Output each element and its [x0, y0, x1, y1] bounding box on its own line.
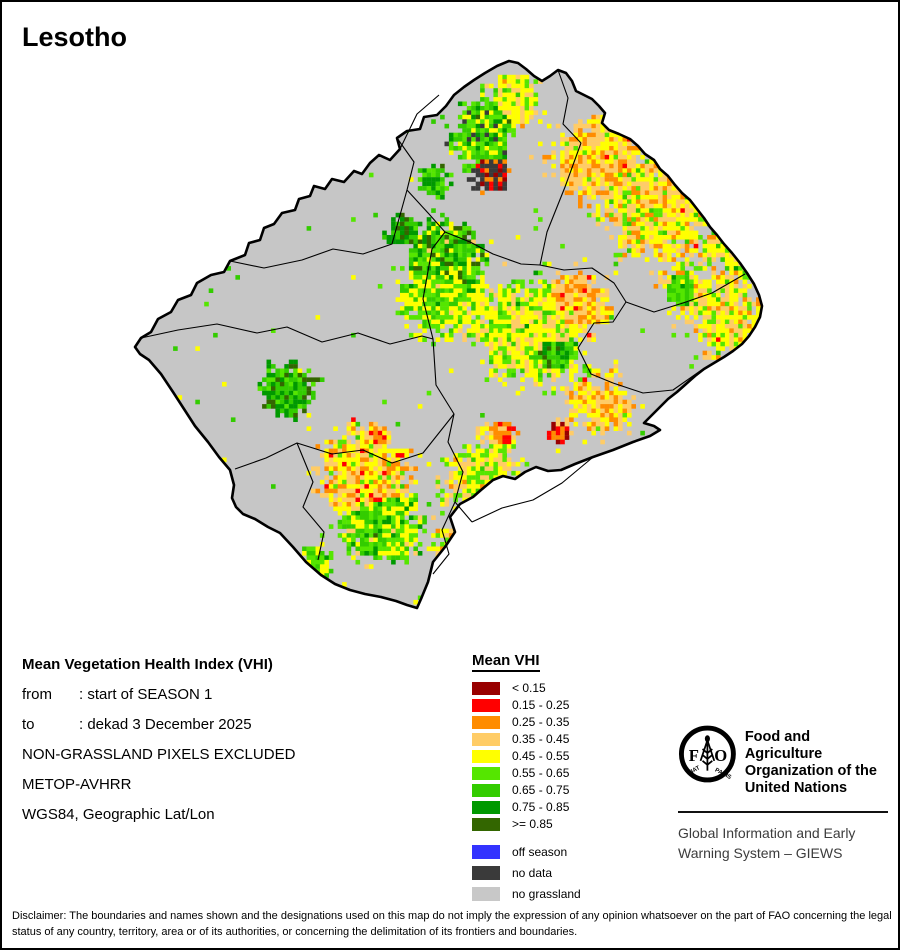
wheat-ear-glyph — [699, 739, 716, 771]
divider — [678, 811, 888, 813]
legend-label: off season — [512, 845, 568, 859]
metadata-heading: Mean Vegetation Health Index (VHI) — [22, 656, 273, 673]
legend-item: 0.55 - 0.65 — [472, 766, 581, 780]
legend-swatch — [472, 732, 500, 746]
country-outline — [133, 59, 764, 610]
metadata-to-row: to : dekad 3 December 2025 — [22, 710, 295, 740]
legend-item: 0.25 - 0.35 — [472, 715, 581, 729]
from-label: from — [22, 686, 52, 703]
metadata-line: METOP-AVHRR — [22, 776, 132, 793]
page-title: Lesotho — [22, 22, 127, 52]
legend-swatch — [472, 715, 500, 729]
legend-title: Mean VHI — [472, 652, 540, 672]
legend-swatch — [472, 800, 500, 814]
svg-text:F: F — [689, 746, 699, 765]
district-boundaries — [140, 69, 746, 575]
legend-label: 0.45 - 0.55 — [512, 749, 570, 763]
disclaimer-text: Disclaimer: The boundaries and names sho… — [12, 910, 892, 938]
legend-swatch — [472, 783, 500, 797]
legend-swatch — [472, 698, 500, 712]
fao-logo-icon: F O FIAT PANIS — [678, 725, 736, 783]
legend-spacer — [472, 834, 581, 845]
fao-branding: F O FIAT PANIS Food and Agriculture Orga… — [678, 724, 888, 863]
legend-item: 0.75 - 0.85 — [472, 800, 581, 814]
svg-text:FIAT: FIAT — [687, 765, 701, 776]
metadata-from-row: from : start of SEASON 1 — [22, 680, 295, 710]
to-value: : dekad 3 December 2025 — [79, 716, 252, 733]
metadata-line: WGS84, Geographic Lat/Lon — [22, 806, 215, 823]
legend-swatch — [472, 866, 500, 880]
map-metadata: Mean Vegetation Health Index (VHI) from:… — [22, 650, 295, 830]
legend-swatch — [472, 845, 500, 859]
legend-swatch — [472, 749, 500, 763]
legend-label: >= 0.85 — [512, 817, 553, 831]
fao-org-name: Food and Agriculture Organization of the… — [744, 729, 877, 796]
from-value: : start of SEASON 1 — [79, 686, 213, 703]
legend-item: 0.45 - 0.55 — [472, 749, 581, 763]
metadata-line: NON-GRASSLAND PIXELS EXCLUDED — [22, 746, 296, 763]
svg-text:O: O — [714, 746, 727, 765]
legend-label: 0.35 - 0.45 — [512, 732, 570, 746]
legend: Mean VHI < 0.15 0.15 - 0.25 0.25 - 0.35 … — [472, 652, 581, 908]
legend-label: 0.25 - 0.35 — [512, 715, 570, 729]
legend-label: 0.65 - 0.75 — [512, 783, 570, 797]
legend-swatch — [472, 681, 500, 695]
legend-item: < 0.15 — [472, 681, 581, 695]
legend-label: < 0.15 — [512, 681, 546, 695]
legend-item: no grassland — [472, 887, 581, 901]
legend-item: >= 0.85 — [472, 817, 581, 831]
legend-swatch — [472, 817, 500, 831]
legend-label: 0.75 - 0.85 — [512, 800, 570, 814]
legend-label: no data — [512, 866, 553, 880]
legend-swatch — [472, 887, 500, 901]
legend-item: 0.65 - 0.75 — [472, 783, 581, 797]
legend-label: 0.15 - 0.25 — [512, 698, 570, 712]
giews-caption: Global Information and Early Warning Sys… — [678, 825, 856, 861]
legend-label: 0.55 - 0.65 — [512, 766, 570, 780]
legend-swatch — [472, 766, 500, 780]
legend-item: no data — [472, 866, 581, 880]
to-label: to — [22, 716, 35, 733]
legend-label: no grassland — [512, 887, 581, 901]
legend-item: off season — [472, 845, 581, 859]
legend-item: 0.15 - 0.25 — [472, 698, 581, 712]
legend-item: 0.35 - 0.45 — [472, 732, 581, 746]
